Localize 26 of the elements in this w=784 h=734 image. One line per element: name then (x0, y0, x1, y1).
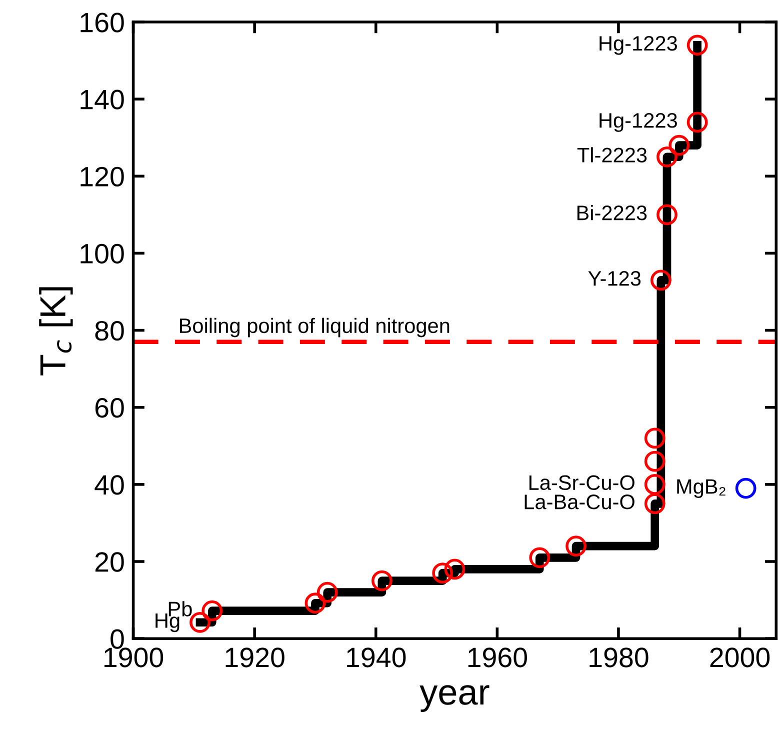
x-tick-label: 2000 (710, 648, 770, 668)
y-tick-label: 80 (95, 320, 124, 341)
annotation: La-Ba-Cu-O (524, 494, 634, 510)
x-tick-label: 1960 (468, 648, 527, 668)
annotation: Bi-2223 (577, 204, 647, 220)
x-tick-label: 1980 (590, 648, 648, 668)
annotation: Y-123 (588, 271, 641, 286)
x-tick-label: 1900 (104, 648, 164, 668)
y-tick-label: 20 (95, 552, 124, 572)
annotation: Hg-1223 (600, 113, 677, 132)
y-tick-label: 160 (80, 12, 124, 32)
y-tick-label: 140 (80, 90, 124, 110)
y-tick-label: 60 (95, 398, 124, 418)
annotation: Hg-1223 (600, 36, 677, 55)
x-axis-title: year (420, 685, 490, 712)
annotation: Tl-2223 (577, 147, 647, 162)
y-axis-title: T$_{c}$ [K] (39, 287, 73, 376)
y-tick-label: 0 (110, 629, 124, 649)
annotation: La-Sr-Cu-O (529, 475, 634, 490)
x-tick-label: 1920 (226, 648, 284, 668)
x-tick-label: 1940 (347, 648, 406, 668)
annotation: MgB₂ (677, 479, 726, 498)
y-tick-label: 120 (80, 166, 124, 186)
y-tick-label: 100 (80, 244, 124, 264)
y-tick-label: 40 (94, 475, 124, 495)
ref-line-label: Boiling point of liquid nitrogen (180, 318, 450, 338)
